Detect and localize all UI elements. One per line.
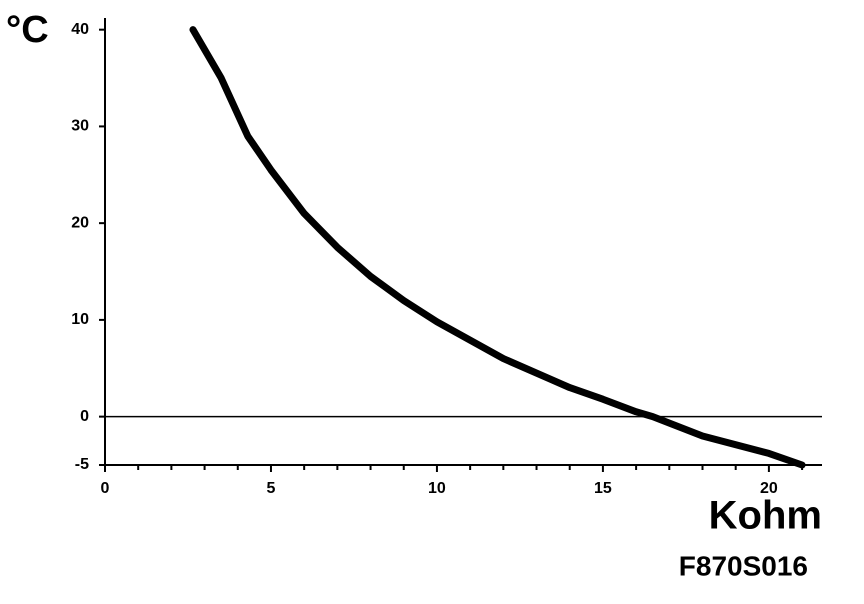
annotation: F870S016 (679, 550, 808, 581)
x-tick-label: 15 (594, 480, 612, 497)
data-line (189, 26, 806, 469)
x-axis-label: Kohm (709, 494, 822, 538)
x-tick-label: 20 (760, 480, 778, 497)
y-tick-label: 20 (71, 214, 89, 231)
y-tick-label: 0 (80, 408, 89, 425)
y-axis-label: °C (6, 9, 49, 51)
x-tick-label: 0 (101, 480, 110, 497)
x-tick-label: 10 (428, 480, 446, 497)
y-tick-label: -5 (75, 456, 89, 473)
y-tick-label: 40 (71, 21, 89, 38)
y-tick-label: 10 (71, 311, 89, 328)
y-tick-label: 30 (71, 118, 89, 135)
x-tick-label: 5 (267, 480, 276, 497)
